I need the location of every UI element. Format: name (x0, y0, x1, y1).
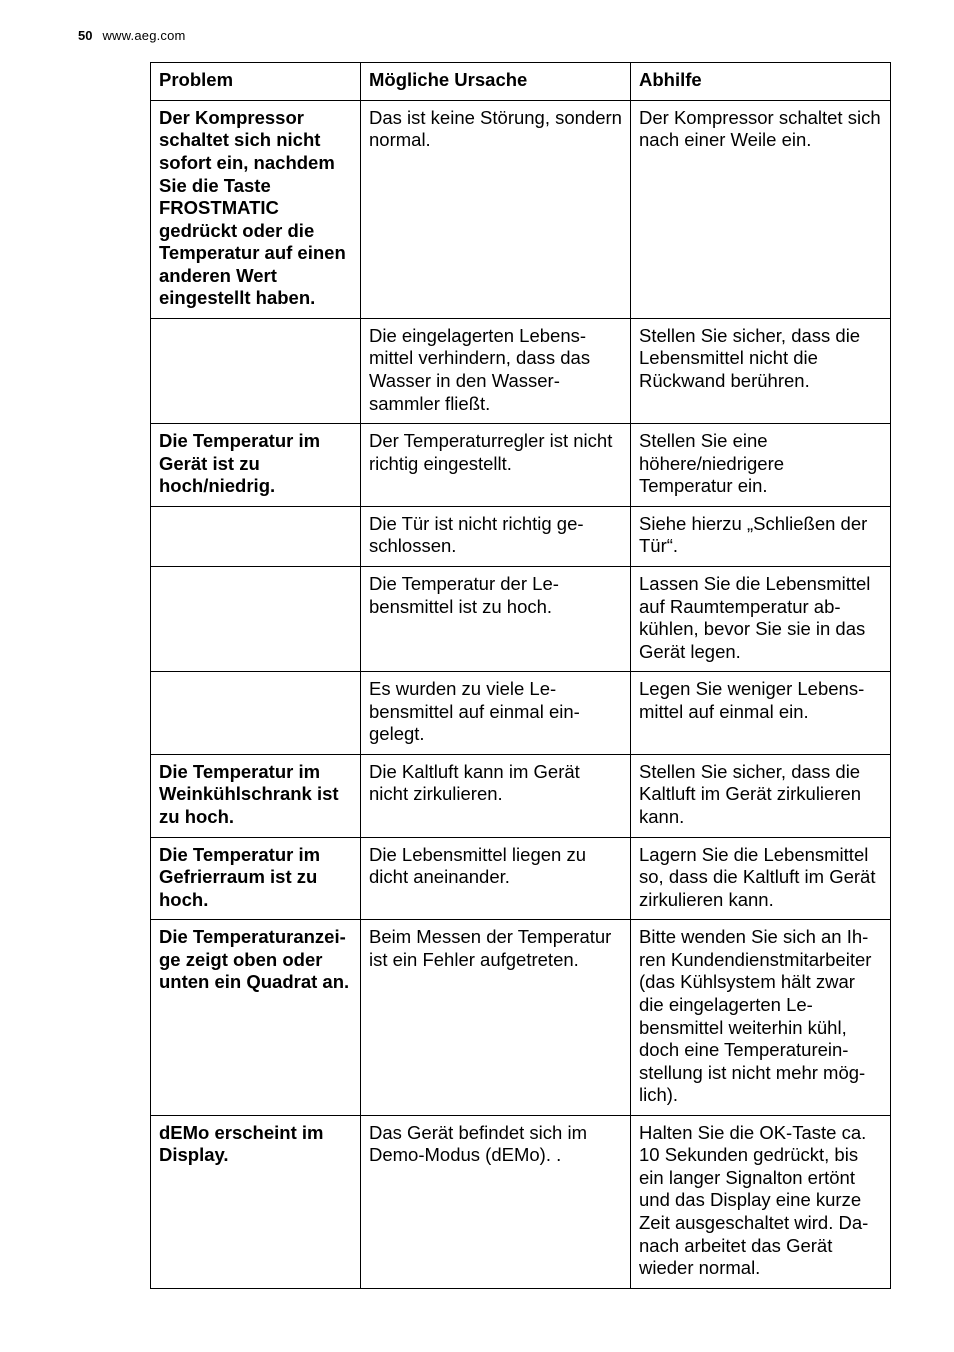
site-url: www.aeg.com (102, 28, 185, 44)
table-row: Die Temperatur im Weinkühlschrank ist zu… (151, 754, 891, 837)
page-header: 50 www.aeg.com (0, 28, 954, 44)
cell-cause: Der Temperaturregler ist nicht richtig e… (361, 424, 631, 507)
cell-problem: Die Temperaturanzei­ge zeigt oben oder u… (151, 920, 361, 1116)
table-row: Die Temperatur im Gefrierraum ist zu hoc… (151, 837, 891, 920)
cell-cause: Es wurden zu viele Le­bensmittel auf ein… (361, 672, 631, 755)
cell-problem (151, 672, 361, 755)
cell-problem: Der Kompressor schaltet sich nicht so­fo… (151, 100, 361, 318)
cell-cause: Die Tür ist nicht richtig ge­schlossen. (361, 506, 631, 566)
table-body: Der Kompressor schaltet sich nicht so­fo… (151, 100, 891, 1288)
table-row: Es wurden zu viele Le­bensmittel auf ein… (151, 672, 891, 755)
page-number: 50 (78, 28, 92, 44)
cell-cause: Das Gerät befindet sich im Demo-Modus (d… (361, 1115, 631, 1288)
cell-problem: Die Temperatur im Gefrierraum ist zu hoc… (151, 837, 361, 920)
cell-cause: Die Kaltluft kann im Gerät nicht zirkuli… (361, 754, 631, 837)
cell-cause: Beim Messen der Tempe­ratur ist ein Fehl… (361, 920, 631, 1116)
cell-problem: Die Temperatur im Gerät ist zu hoch/nied… (151, 424, 361, 507)
col-header-remedy: Abhilfe (631, 63, 891, 101)
cell-remedy: Lagern Sie die Lebensmittel so, dass die… (631, 837, 891, 920)
cell-remedy: Stellen Sie sicher, dass die Lebensmitte… (631, 318, 891, 423)
troubleshooting-table: Problem Mögliche Ursache Abhilfe Der Kom… (150, 62, 891, 1288)
cell-cause: Die Lebensmittel liegen zu dicht aneinan… (361, 837, 631, 920)
cell-remedy: Der Kompressor schaltet sich nach einer … (631, 100, 891, 318)
cell-cause: Das ist keine Störung, son­dern normal. (361, 100, 631, 318)
cell-remedy: Halten Sie die OK-Taste ca. 10 Sekunden … (631, 1115, 891, 1288)
table-row: Die Temperatur im Gerät ist zu hoch/nied… (151, 424, 891, 507)
cell-remedy: Lassen Sie die Lebensmittel auf Raumtemp… (631, 566, 891, 671)
cell-problem (151, 506, 361, 566)
table-row: dEMo erscheint im Display.Das Gerät befi… (151, 1115, 891, 1288)
cell-remedy: Legen Sie weniger Lebens­mittel auf einm… (631, 672, 891, 755)
cell-remedy: Stellen Sie sicher, dass die Kaltluft im… (631, 754, 891, 837)
table-row: Die eingelagerten Lebens­mittel verhinde… (151, 318, 891, 423)
table-row: Der Kompressor schaltet sich nicht so­fo… (151, 100, 891, 318)
table-row: Die Temperatur der Le­bensmittel ist zu … (151, 566, 891, 671)
col-header-cause: Mögliche Ursache (361, 63, 631, 101)
cell-problem (151, 318, 361, 423)
cell-remedy: Bitte wenden Sie sich an Ih­ren Kundendi… (631, 920, 891, 1116)
cell-problem: Die Temperatur im Weinkühlschrank ist zu… (151, 754, 361, 837)
table-row: Die Tür ist nicht richtig ge­schlossen.S… (151, 506, 891, 566)
cell-cause: Die eingelagerten Lebens­mittel verhinde… (361, 318, 631, 423)
table-row: Die Temperaturanzei­ge zeigt oben oder u… (151, 920, 891, 1116)
page: 50 www.aeg.com Problem Mögliche Ursache … (0, 0, 954, 1329)
cell-remedy: Siehe hierzu „Schließen der Tür“. (631, 506, 891, 566)
table-header-row: Problem Mögliche Ursache Abhilfe (151, 63, 891, 101)
cell-problem: dEMo erscheint im Display. (151, 1115, 361, 1288)
cell-problem (151, 566, 361, 671)
cell-cause: Die Temperatur der Le­bensmittel ist zu … (361, 566, 631, 671)
cell-remedy: Stellen Sie eine höhere/niedrigere Tempe… (631, 424, 891, 507)
col-header-problem: Problem (151, 63, 361, 101)
